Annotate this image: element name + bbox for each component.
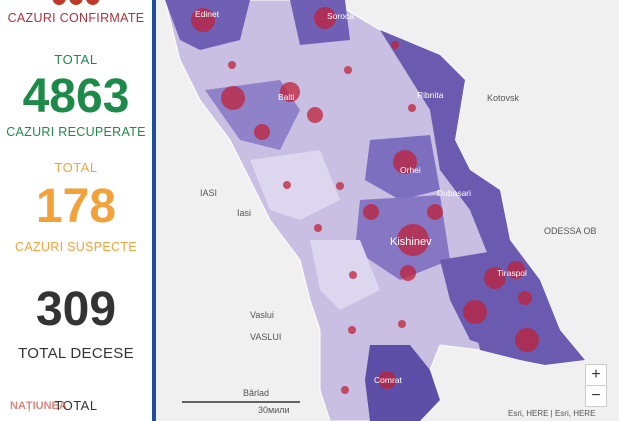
- place-label: Ribnita: [417, 90, 444, 100]
- circle: [280, 82, 300, 102]
- label: CAZURI RECUPERATE: [6, 125, 146, 139]
- place-label: Bârlad: [243, 388, 269, 398]
- circle: [228, 61, 236, 69]
- place-label: Soroca: [327, 11, 354, 21]
- circle: [341, 386, 349, 394]
- place-label: Orhei: [400, 165, 421, 175]
- circle: [348, 326, 356, 334]
- value: 309: [35, 283, 117, 336]
- place-label: Comrat: [374, 375, 403, 385]
- circle: [378, 371, 396, 389]
- stats-panel: ••• CAZURI CONFIRMATE TOTAL 4863 CAZURI …: [0, 0, 156, 421]
- circle: [314, 224, 322, 232]
- case-circles: [191, 7, 539, 394]
- circle: [283, 181, 291, 189]
- place-label: Kotovsk: [487, 93, 520, 103]
- map: Edinet Soroca Balti Ribnita Kotovsk Orhe…: [156, 0, 619, 421]
- value: 178: [35, 180, 117, 233]
- circle: [336, 182, 344, 190]
- total: TOTAL: [54, 160, 98, 175]
- circle: [400, 265, 416, 281]
- region: [310, 240, 380, 310]
- place-label: Tiraspol: [497, 268, 527, 278]
- circle: [393, 150, 417, 174]
- place-label: Vaslui: [250, 310, 274, 320]
- circle: [314, 7, 336, 29]
- cut-number: •••: [0, 0, 152, 24]
- place-label: Iasi: [237, 208, 251, 218]
- watermark: NAȚIUNEA: [10, 400, 67, 412]
- place-label: Edinet: [195, 9, 220, 19]
- circle: [344, 66, 352, 74]
- circle: [254, 124, 270, 140]
- place-label: Dubasari: [437, 188, 471, 198]
- attribution: Esri, HERE | Esri, HERE: [508, 409, 595, 418]
- value: 4863: [22, 70, 130, 123]
- circle: [427, 204, 443, 220]
- place-label: IASI: [200, 188, 217, 198]
- region: [365, 345, 440, 421]
- circle: [408, 104, 416, 112]
- label: TOTAL DECESE: [18, 345, 134, 362]
- label: CAZURI SUSPECTE: [15, 240, 137, 254]
- circle: [307, 107, 323, 123]
- zoom-in[interactable]: +: [585, 364, 607, 386]
- circle: [397, 224, 429, 256]
- circle: [484, 267, 506, 289]
- circle: [515, 328, 539, 352]
- circle: [507, 261, 525, 279]
- map-labels: Edinet Soroca Balti Ribnita Kotovsk Orhe…: [182, 9, 597, 418]
- zoom-out[interactable]: −: [585, 385, 607, 407]
- circle: [221, 86, 245, 110]
- total: TOTAL: [54, 398, 98, 413]
- place-label: Balti: [278, 92, 295, 102]
- circle: [391, 41, 399, 49]
- total: TOTAL: [54, 52, 98, 67]
- circle: [398, 320, 406, 328]
- region: [250, 150, 340, 220]
- circle: [363, 204, 379, 220]
- place-label: ODESSA OB: [544, 226, 597, 236]
- scale-label: 30мили: [258, 405, 290, 415]
- label: CAZURI CONFIRMATE: [7, 11, 145, 25]
- circle: [349, 271, 357, 279]
- place-label: VASLUI: [250, 332, 281, 342]
- place-label: Kishinev: [390, 236, 432, 248]
- circle: [191, 8, 215, 32]
- region: [380, 30, 585, 365]
- circle: [518, 291, 532, 305]
- circle: [463, 300, 487, 324]
